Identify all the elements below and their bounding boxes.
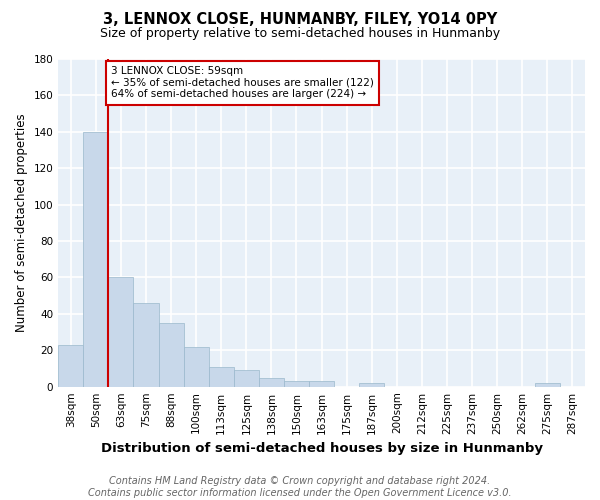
Bar <box>158 323 184 386</box>
Bar <box>209 366 234 386</box>
Bar <box>83 132 109 386</box>
Text: 3, LENNOX CLOSE, HUNMANBY, FILEY, YO14 0PY: 3, LENNOX CLOSE, HUNMANBY, FILEY, YO14 0… <box>103 12 497 28</box>
Bar <box>359 383 385 386</box>
Bar <box>259 378 284 386</box>
Y-axis label: Number of semi-detached properties: Number of semi-detached properties <box>15 114 28 332</box>
Bar <box>58 345 83 387</box>
Bar <box>234 370 259 386</box>
Bar <box>535 383 560 386</box>
Text: Size of property relative to semi-detached houses in Hunmanby: Size of property relative to semi-detach… <box>100 28 500 40</box>
Bar <box>284 381 309 386</box>
Bar <box>184 346 209 387</box>
Text: 3 LENNOX CLOSE: 59sqm
← 35% of semi-detached houses are smaller (122)
64% of sem: 3 LENNOX CLOSE: 59sqm ← 35% of semi-deta… <box>111 66 374 100</box>
Bar <box>109 278 133 386</box>
X-axis label: Distribution of semi-detached houses by size in Hunmanby: Distribution of semi-detached houses by … <box>101 442 542 455</box>
Bar <box>309 381 334 386</box>
Bar <box>133 303 158 386</box>
Text: Contains HM Land Registry data © Crown copyright and database right 2024.
Contai: Contains HM Land Registry data © Crown c… <box>88 476 512 498</box>
